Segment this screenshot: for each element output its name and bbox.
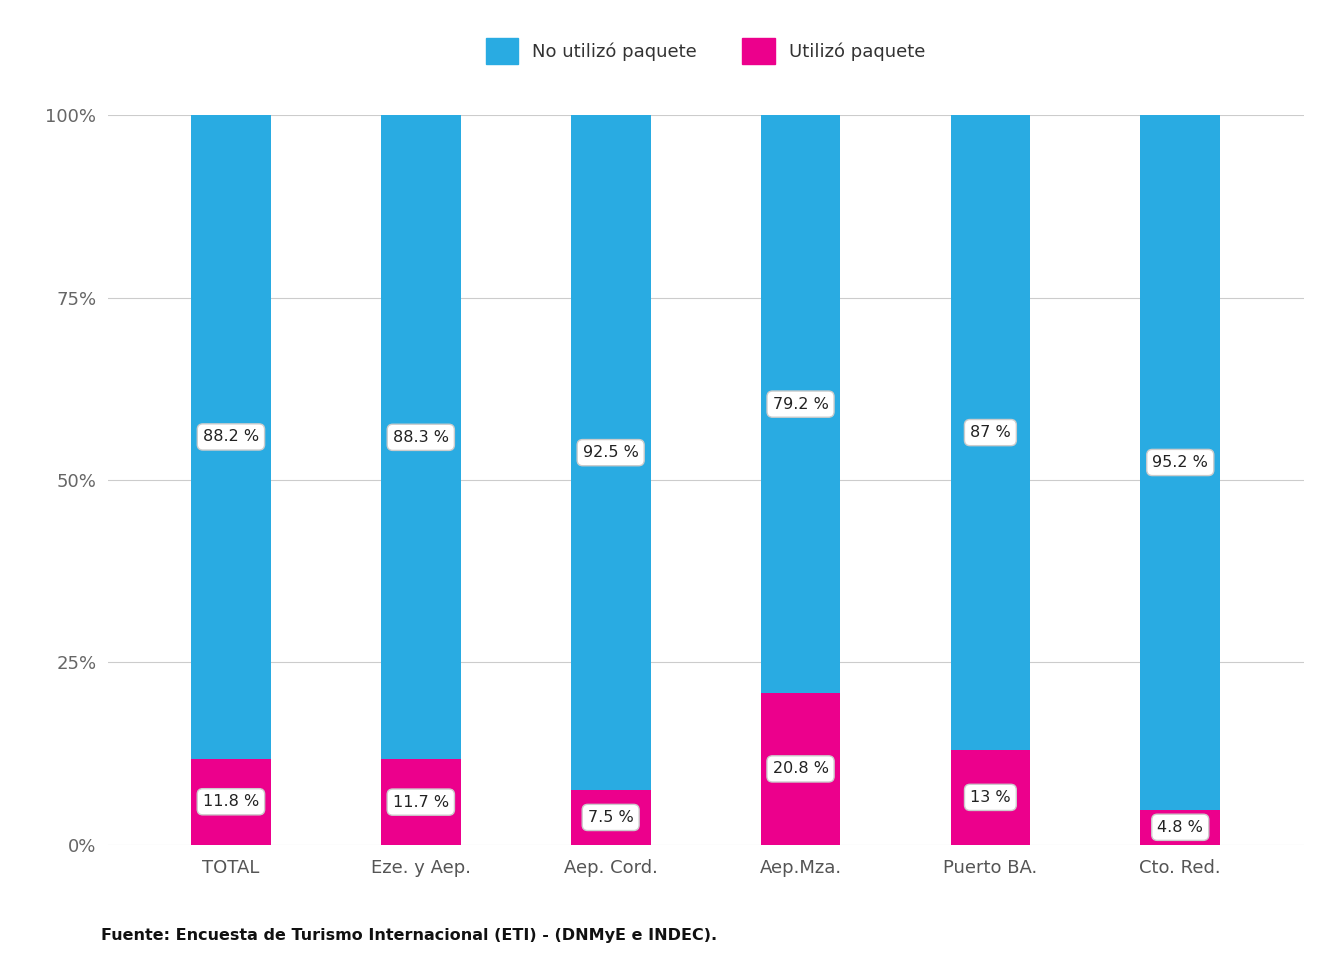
Bar (761, 115, 840, 693)
Text: 92.5 %: 92.5 % (583, 445, 638, 460)
Text: 79.2 %: 79.2 % (773, 396, 828, 412)
Text: 11.8 %: 11.8 % (203, 794, 259, 809)
Bar (380, 115, 461, 759)
Bar (761, 693, 840, 845)
Bar (191, 758, 270, 845)
Text: 11.7 %: 11.7 % (392, 795, 449, 809)
Bar (191, 115, 270, 758)
Bar (1141, 115, 1220, 810)
Bar (950, 115, 1031, 750)
Text: 87 %: 87 % (970, 425, 1011, 440)
Bar (571, 790, 650, 845)
Text: 20.8 %: 20.8 % (773, 761, 828, 777)
Bar (380, 759, 461, 845)
Text: 88.3 %: 88.3 % (392, 430, 449, 444)
Text: 88.2 %: 88.2 % (203, 429, 259, 444)
Text: 4.8 %: 4.8 % (1157, 820, 1203, 835)
Bar (950, 750, 1031, 845)
Text: Fuente: Encuesta de Turismo Internacional (ETI) - (DNMyE e INDEC).: Fuente: Encuesta de Turismo Internaciona… (101, 927, 716, 943)
Text: 7.5 %: 7.5 % (587, 810, 633, 825)
Bar (571, 115, 650, 790)
Text: 13 %: 13 % (970, 790, 1011, 804)
Bar (1141, 810, 1220, 845)
Text: 95.2 %: 95.2 % (1152, 455, 1208, 470)
Legend: No utilizó paquete, Utilizó paquete: No utilizó paquete, Utilizó paquete (477, 30, 934, 73)
